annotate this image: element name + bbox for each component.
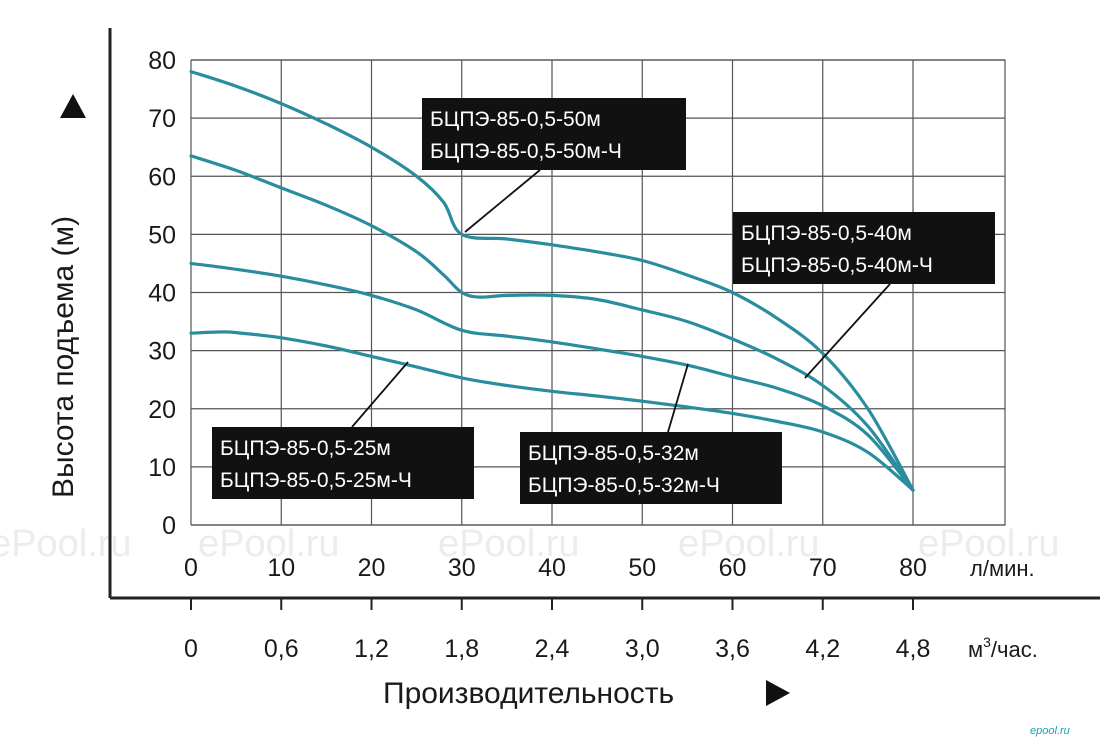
x-axis-title: Производительность: [383, 677, 674, 710]
x-unit-secondary: м3/час.: [968, 634, 1038, 662]
x-tick-label: 20: [358, 554, 386, 582]
leader-line: [804, 283, 891, 379]
callout-label: БЦПЭ-85-0,5-32м: [528, 442, 699, 465]
leader-line: [667, 363, 689, 433]
watermark-text: ePool.ru: [198, 523, 340, 565]
callout-label: БЦПЭ-85-0,5-25м: [220, 437, 391, 460]
callout-box: [520, 432, 782, 504]
curve-32m: [189, 261, 915, 492]
x-tick-label: 80: [899, 554, 927, 582]
y-tick-label: 0: [162, 512, 176, 540]
callout-label: БЦПЭ-85-0,5-25м-Ч: [220, 469, 412, 492]
curves: [189, 70, 915, 492]
y-tick-label: 80: [148, 47, 176, 75]
y-tick-label: 10: [148, 454, 176, 482]
leader-lines: [351, 169, 891, 433]
x-unit-secondary-sup: 3: [983, 634, 991, 650]
y-tick-label: 60: [148, 163, 176, 191]
x-tick-label: 60: [719, 554, 747, 582]
callout-label: БЦПЭ-85-0,5-40м-Ч: [741, 254, 933, 277]
corner-watermark: epool.ru: [1030, 725, 1070, 737]
curve-50m: [189, 70, 915, 492]
x2-tick-label: 1,2: [354, 635, 389, 663]
plot-frame: [191, 59, 1006, 526]
x2-tick-label: 0: [184, 635, 198, 663]
x-tick-label: 10: [267, 554, 295, 582]
x-axis-arrow-icon: [766, 680, 790, 706]
x-tick-label: 50: [628, 554, 656, 582]
callout-box: [733, 212, 995, 284]
leader-line: [351, 361, 409, 428]
watermark-text: ePool.ru: [678, 523, 820, 565]
callout-labels: БЦПЭ-85-0,5-50м БЦПЭ-85-0,5-50м-Ч БЦПЭ-85-…: [212, 98, 995, 504]
watermark-text: ePool.ru: [918, 523, 1060, 565]
x-tick-label: 30: [448, 554, 476, 582]
callout-label: БЦПЭ-85-0,5-32м-Ч: [528, 474, 720, 497]
watermark-text: ePool.ru: [0, 523, 132, 565]
x2-tick-label: 4,2: [805, 635, 840, 663]
y-tick-label: 30: [148, 338, 176, 366]
x-tick-label: 0: [184, 554, 198, 582]
x-unit-secondary-rest: /час.: [991, 637, 1038, 662]
x2-tick-label: 3,0: [625, 635, 660, 663]
callout-box: [422, 98, 686, 170]
callout-label: БЦПЭ-85-0,5-50м: [430, 108, 601, 131]
y-tick-label: 50: [148, 221, 176, 249]
callout-label: БЦПЭ-85-0,5-50м-Ч: [430, 140, 622, 163]
x-unit-primary: л/мин.: [970, 556, 1035, 581]
callout-label: БЦПЭ-85-0,5-40м: [741, 222, 912, 245]
y-tick-label: 70: [148, 105, 176, 133]
y-tick-label: 20: [148, 396, 176, 424]
x2-tick-label: 3,6: [715, 635, 750, 663]
y-tick-label: 40: [148, 280, 176, 308]
x2-tick-label: 4,8: [896, 635, 931, 663]
watermark-group: ePool.ru ePool.ru ePool.ru ePool.ru ePoo…: [0, 523, 1060, 565]
y-axis-arrow-icon: [60, 94, 86, 118]
curve-25m: [189, 330, 915, 492]
x-tick-label: 40: [538, 554, 566, 582]
x2-tick-label: 2,4: [535, 635, 570, 663]
x-tick-label: 70: [809, 554, 837, 582]
leader-line: [464, 169, 541, 233]
x-unit-secondary-base: м: [968, 637, 983, 662]
y-axis-title: Высота подъема (м): [47, 216, 80, 498]
tick-labels: 0102030405060708000100,6201,2301,8402,45…: [148, 47, 930, 663]
watermark-text: ePool.ru: [438, 523, 580, 565]
x2-tick-label: 1,8: [444, 635, 479, 663]
curve-40m: [189, 154, 915, 492]
axes: [108, 28, 1100, 600]
x2-tick-label: 0,6: [264, 635, 299, 663]
callout-box: [212, 427, 474, 499]
